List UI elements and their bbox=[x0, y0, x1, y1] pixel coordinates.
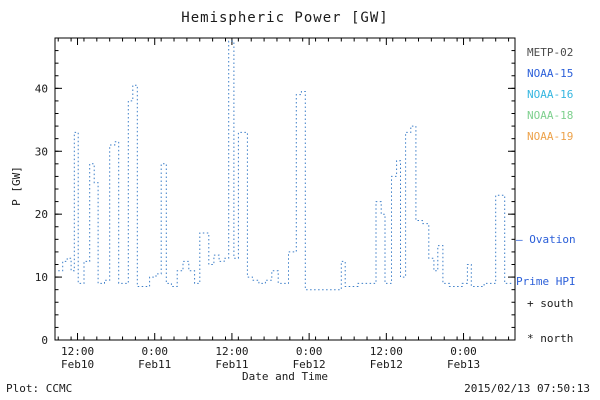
ovation-line1: — Ovation bbox=[516, 233, 576, 246]
legend-item-noaa-16: NOAA-16 bbox=[527, 88, 574, 101]
ovation-line2: Prime HPI bbox=[516, 275, 576, 288]
x-tick-time: 12:00 bbox=[370, 345, 403, 358]
legend-item-noaa-18: NOAA-18 bbox=[527, 109, 574, 122]
x-tick-date: Feb10 bbox=[61, 358, 94, 371]
plot-timestamp: 2015/02/13 07:50:13 bbox=[464, 382, 590, 395]
legend-ovation: — Ovation Prime HPI bbox=[516, 205, 576, 317]
legend-item-noaa-15: NOAA-15 bbox=[527, 67, 574, 80]
legend-item-noaa-19: NOAA-19 bbox=[527, 130, 574, 143]
legend-south-marker: + south bbox=[527, 297, 574, 310]
y-tick-label: 20 bbox=[35, 208, 48, 221]
plot-source-label: Plot: CCMC bbox=[6, 382, 73, 395]
y-tick-label: 30 bbox=[35, 145, 48, 158]
legend: METP-02 NOAA-15 NOAA-16 NOAA-18 NOAA-19 bbox=[527, 42, 597, 147]
x-tick-time: 0:00 bbox=[141, 345, 168, 358]
legend-north-marker: * north bbox=[527, 332, 574, 345]
x-tick-time: 12:00 bbox=[61, 345, 94, 358]
x-tick-time: 12:00 bbox=[215, 345, 248, 358]
y-tick-label: 0 bbox=[41, 334, 48, 347]
x-tick-time: 0:00 bbox=[296, 345, 323, 358]
x-tick-date: Feb11 bbox=[138, 358, 171, 371]
y-axis-label: P [GW] bbox=[10, 166, 23, 206]
hpi-data-line bbox=[58, 40, 512, 291]
y-tick-label: 40 bbox=[35, 82, 48, 95]
y-tick-label: 10 bbox=[35, 271, 48, 284]
legend-item-metp-02: METP-02 bbox=[527, 46, 574, 59]
x-tick-date: Feb12 bbox=[293, 358, 326, 371]
chart-title: Hemispheric Power [GW] bbox=[181, 10, 389, 26]
x-axis-label: Date and Time bbox=[241, 370, 329, 383]
x-tick-date: Feb11 bbox=[215, 358, 248, 371]
x-tick-date: Feb13 bbox=[447, 358, 480, 371]
x-tick-date: Feb12 bbox=[370, 358, 403, 371]
x-tick-time: 0:00 bbox=[450, 345, 477, 358]
